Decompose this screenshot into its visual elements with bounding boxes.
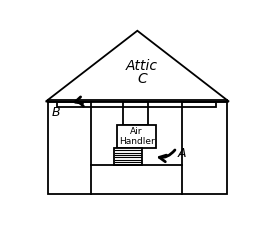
Text: C: C bbox=[137, 72, 147, 86]
Text: A: A bbox=[178, 146, 186, 159]
Bar bbox=[48, 101, 227, 194]
Bar bbox=[117, 125, 156, 148]
Text: Attic: Attic bbox=[126, 59, 158, 73]
Bar bbox=[114, 148, 142, 165]
Bar bbox=[148, 102, 216, 108]
Bar bbox=[57, 102, 124, 108]
Text: Air
Handler: Air Handler bbox=[119, 126, 154, 146]
Bar bbox=[124, 108, 148, 125]
Text: B: B bbox=[51, 106, 60, 119]
